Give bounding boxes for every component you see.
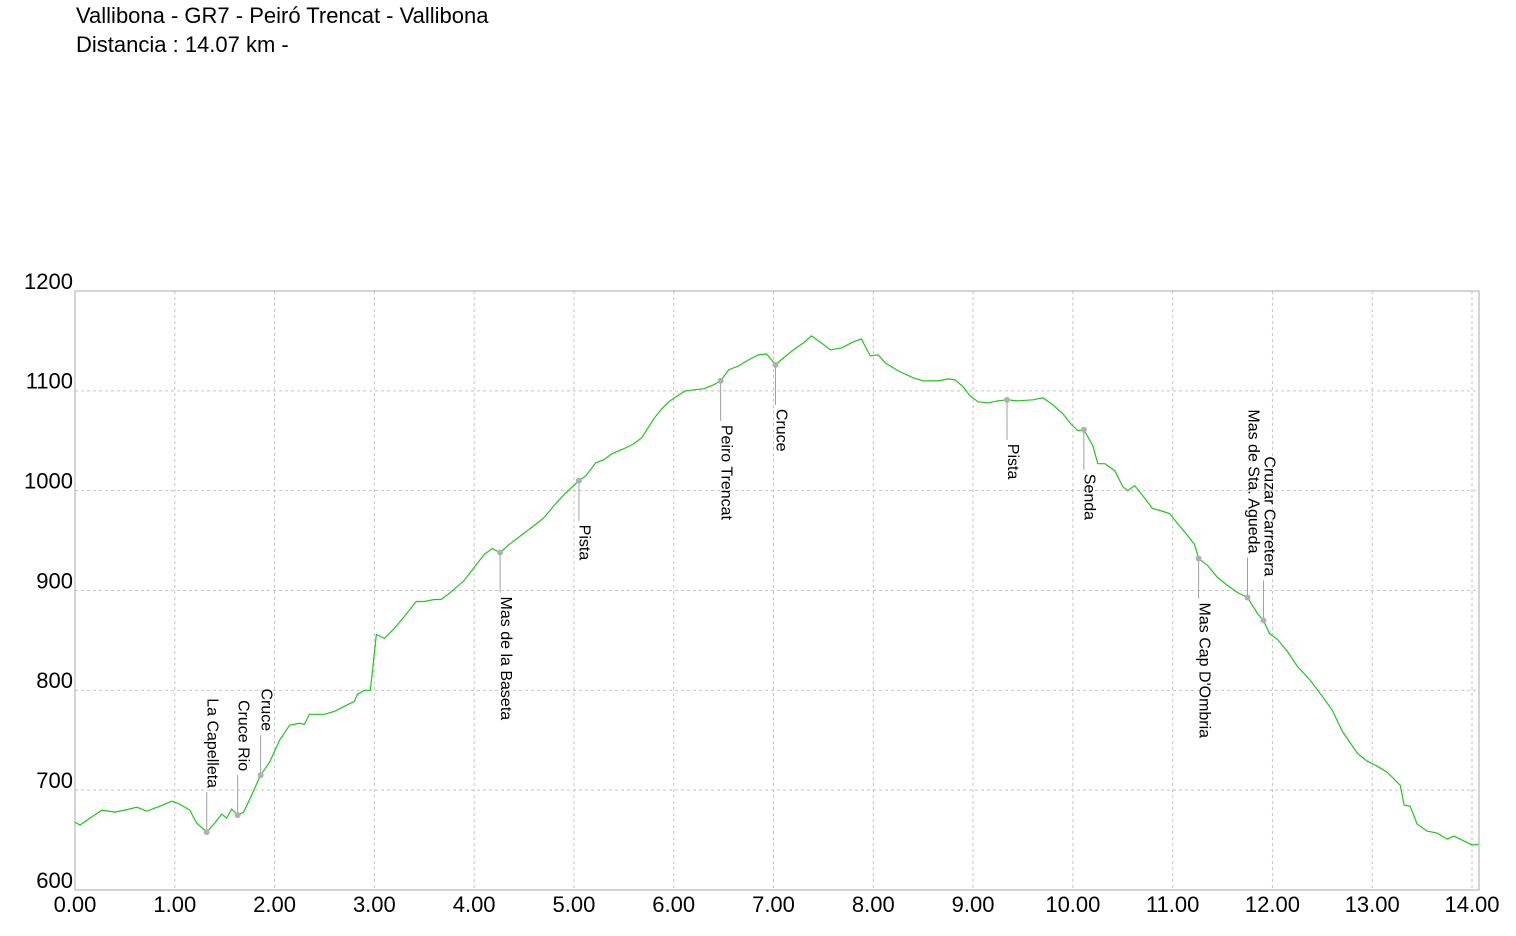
waypoint-label: Cruce <box>257 689 274 732</box>
x-tick-label: 9.00 <box>952 892 995 917</box>
chart-title: Vallibona - GR7 - Peiró Trencat - Vallib… <box>76 3 489 28</box>
waypoint-label: Cruce <box>772 409 789 452</box>
x-tick-label: 14.00 <box>1444 892 1499 917</box>
waypoint <box>497 549 504 556</box>
plot-border <box>74 290 1480 891</box>
waypoint <box>1080 426 1087 433</box>
waypoint-label: Mas de la Baseta <box>497 597 514 721</box>
x-tick-label: 5.00 <box>553 892 596 917</box>
y-tick-label: 700 <box>36 768 73 793</box>
waypoint <box>1195 555 1202 562</box>
chart-subtitle: Distancia : 14.07 km - <box>76 32 289 57</box>
waypoint <box>234 812 241 819</box>
y-tick-label: 900 <box>36 568 73 593</box>
x-tick-label: 0.00 <box>54 892 97 917</box>
x-tick-label: 2.00 <box>253 892 296 917</box>
waypoint-label: Pista <box>1004 444 1021 480</box>
waypoint-label: Cruce Rio <box>234 700 251 771</box>
x-tick-label: 3.00 <box>353 892 396 917</box>
x-tick-label: 6.00 <box>652 892 695 917</box>
y-tick-label: 600 <box>36 868 73 893</box>
x-tick-label: 11.00 <box>1146 892 1199 917</box>
waypoint <box>717 377 724 384</box>
x-tick-label: 8.00 <box>852 892 895 917</box>
waypoint <box>575 477 582 484</box>
waypoint <box>1004 396 1011 403</box>
x-tick-label: 10.00 <box>1045 892 1100 917</box>
waypoint <box>1260 617 1267 624</box>
waypoint-label: Mas Cap D'Ombria <box>1195 603 1212 739</box>
waypoint <box>203 829 210 836</box>
y-tick-label: 1100 <box>26 369 73 394</box>
waypoint-label: Mas de Sta. Agueda <box>1244 409 1261 553</box>
y-tick-label: 1000 <box>24 468 73 493</box>
waypoint <box>1244 594 1251 601</box>
x-tick-label: 4.00 <box>453 892 496 917</box>
waypoint-label: Cruzar Carretera <box>1260 456 1277 576</box>
waypoint <box>772 361 779 368</box>
x-tick-label: 13.00 <box>1345 892 1400 917</box>
waypoint <box>257 772 264 779</box>
y-tick-label: 1200 <box>24 269 73 294</box>
waypoint-label: La Capelleta <box>203 698 220 788</box>
waypoint-label: Pista <box>576 525 593 561</box>
x-tick-label: 1.00 <box>153 892 196 917</box>
x-tick-label: 7.00 <box>752 892 795 917</box>
x-tick-label: 12.00 <box>1245 892 1300 917</box>
waypoint-label: Senda <box>1081 474 1098 520</box>
waypoint-label: Peiro Trencat <box>717 425 734 521</box>
y-tick-label: 800 <box>36 668 73 693</box>
